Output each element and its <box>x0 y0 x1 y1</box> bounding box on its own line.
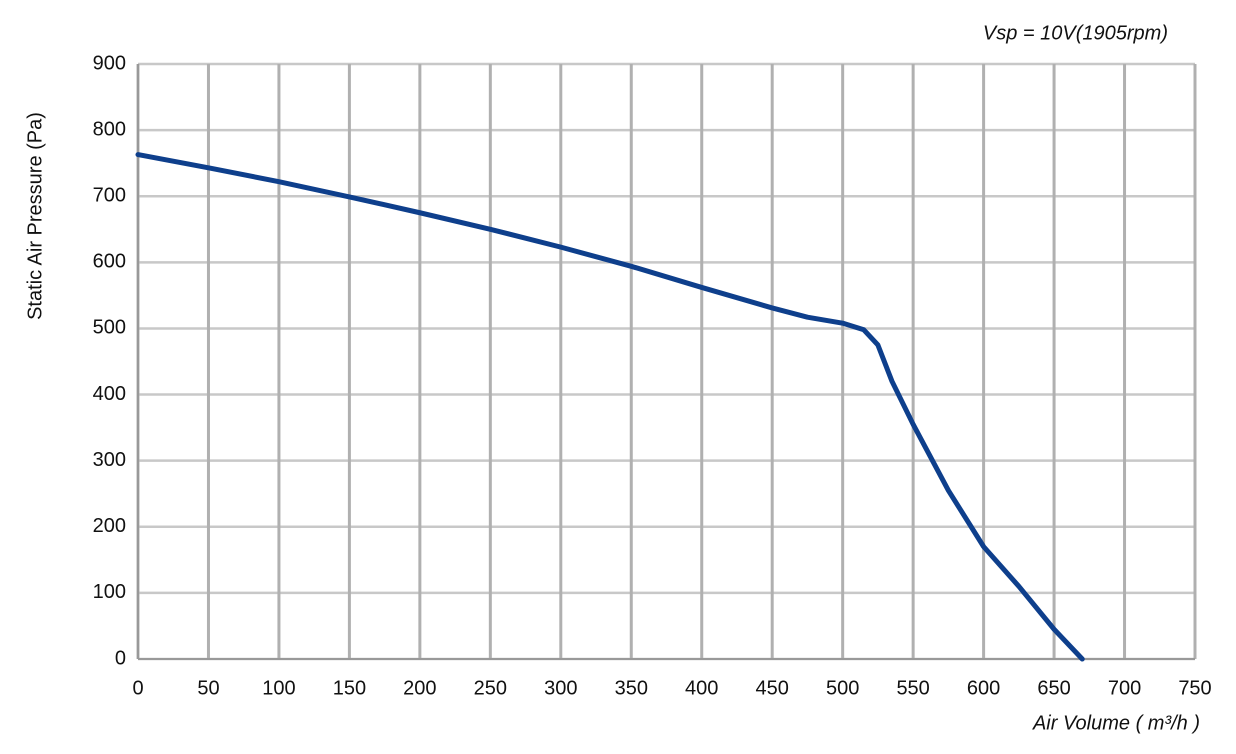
y-axis-label: Static Air Pressure (Pa) <box>24 112 46 320</box>
y-tick-label: 200 <box>93 515 126 537</box>
x-tick-label: 650 <box>1037 677 1070 699</box>
y-tick-label: 500 <box>93 317 126 339</box>
y-tick-label: 300 <box>93 449 126 471</box>
x-tick-label: 700 <box>1108 677 1141 699</box>
x-tick-label: 300 <box>544 677 577 699</box>
series-line <box>135 152 1085 662</box>
x-tick-label: 100 <box>262 677 295 699</box>
x-tick-label: 200 <box>403 677 436 699</box>
y-tick-label: 100 <box>93 581 126 603</box>
annotation: Vsp = 10V(1905rpm) <box>983 22 1168 44</box>
x-tick-label: 350 <box>615 677 648 699</box>
y-tick-label: 700 <box>93 185 126 207</box>
x-tick-label: 750 <box>1178 677 1211 699</box>
x-tick-label: 450 <box>756 677 789 699</box>
x-tick-label: 0 <box>132 677 143 699</box>
x-axis-label: Air Volume ( m³/h ) <box>1032 712 1200 734</box>
x-tick-label: 500 <box>826 677 859 699</box>
x-tick-label: 400 <box>685 677 718 699</box>
x-tick-label: 600 <box>967 677 1000 699</box>
x-tick-label: 250 <box>474 677 507 699</box>
y-tick-label: 800 <box>93 118 126 140</box>
x-tick-label: 150 <box>333 677 366 699</box>
y-tick-label: 900 <box>93 52 126 74</box>
x-tick-label: 550 <box>896 677 929 699</box>
y-tick-label: 400 <box>93 383 126 405</box>
x-tick-label: 50 <box>197 677 219 699</box>
y-tick-label: 600 <box>93 251 126 273</box>
y-tick-label: 0 <box>115 647 126 669</box>
